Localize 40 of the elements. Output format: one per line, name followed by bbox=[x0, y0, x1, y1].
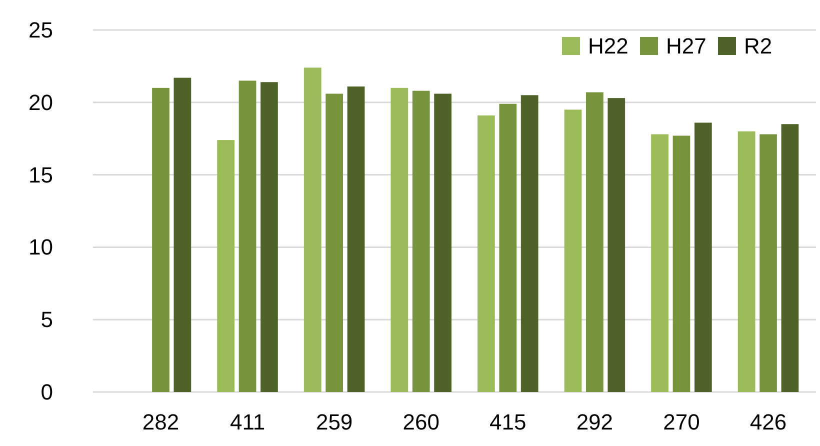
bar bbox=[260, 82, 278, 392]
bar bbox=[390, 88, 408, 392]
bar bbox=[694, 122, 712, 392]
bar bbox=[520, 95, 538, 392]
bar bbox=[152, 88, 170, 392]
x-tick-label: 282 bbox=[142, 410, 180, 434]
x-tick-label: 292 bbox=[576, 410, 614, 434]
bar bbox=[781, 124, 799, 392]
y-tick-label: 15 bbox=[28, 162, 53, 188]
x-tick-label: 260 bbox=[402, 410, 440, 434]
bar bbox=[651, 134, 668, 392]
bar bbox=[478, 115, 495, 392]
bar bbox=[326, 94, 343, 392]
y-tick-label: 20 bbox=[28, 90, 53, 115]
legend-label: R2 bbox=[744, 34, 772, 58]
legend-label: H27 bbox=[666, 34, 706, 58]
bar bbox=[760, 134, 777, 392]
x-tick-label: 259 bbox=[316, 410, 353, 434]
x-tick-label: 415 bbox=[490, 410, 526, 434]
bar bbox=[347, 86, 365, 392]
x-tick-label: 426 bbox=[750, 410, 787, 434]
bar bbox=[564, 110, 582, 392]
x-tick-label: 411 bbox=[230, 410, 266, 434]
y-tick-label: 0 bbox=[40, 380, 53, 404]
bar bbox=[412, 90, 430, 392]
y-tick-label: 25 bbox=[28, 18, 53, 42]
bar bbox=[434, 94, 452, 392]
bar bbox=[217, 140, 235, 392]
bar bbox=[499, 104, 517, 392]
bar bbox=[238, 80, 256, 392]
y-tick-label: 5 bbox=[40, 307, 53, 332]
bar bbox=[174, 78, 192, 392]
bar bbox=[608, 98, 626, 392]
bar bbox=[738, 131, 756, 392]
y-tick-label: 10 bbox=[28, 234, 53, 260]
bar bbox=[586, 92, 604, 392]
bar bbox=[672, 136, 690, 392]
bar bbox=[304, 68, 322, 392]
legend-label: H22 bbox=[588, 34, 628, 58]
x-tick-label: 270 bbox=[663, 410, 700, 434]
